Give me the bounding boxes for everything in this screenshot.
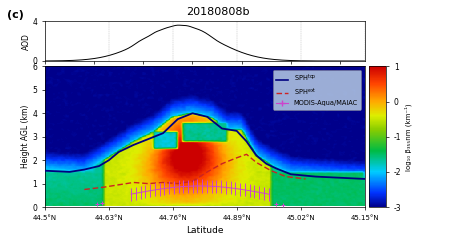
Text: 20180808b: 20180808b	[186, 7, 250, 17]
X-axis label: Latitude: Latitude	[186, 226, 224, 235]
Y-axis label: log₁₀ β₃₅₅nm (km⁻¹): log₁₀ β₃₅₅nm (km⁻¹)	[404, 103, 412, 171]
Y-axis label: Height AGL (km): Height AGL (km)	[21, 105, 30, 169]
Legend: SPH$^\mathregular{top}$, SPH$^\mathregular{ext}$, MODIS-Aqua/MAIAC: SPH$^\mathregular{top}$, SPH$^\mathregul…	[273, 70, 361, 110]
Y-axis label: AOD: AOD	[22, 33, 31, 50]
Text: (c): (c)	[7, 10, 24, 20]
